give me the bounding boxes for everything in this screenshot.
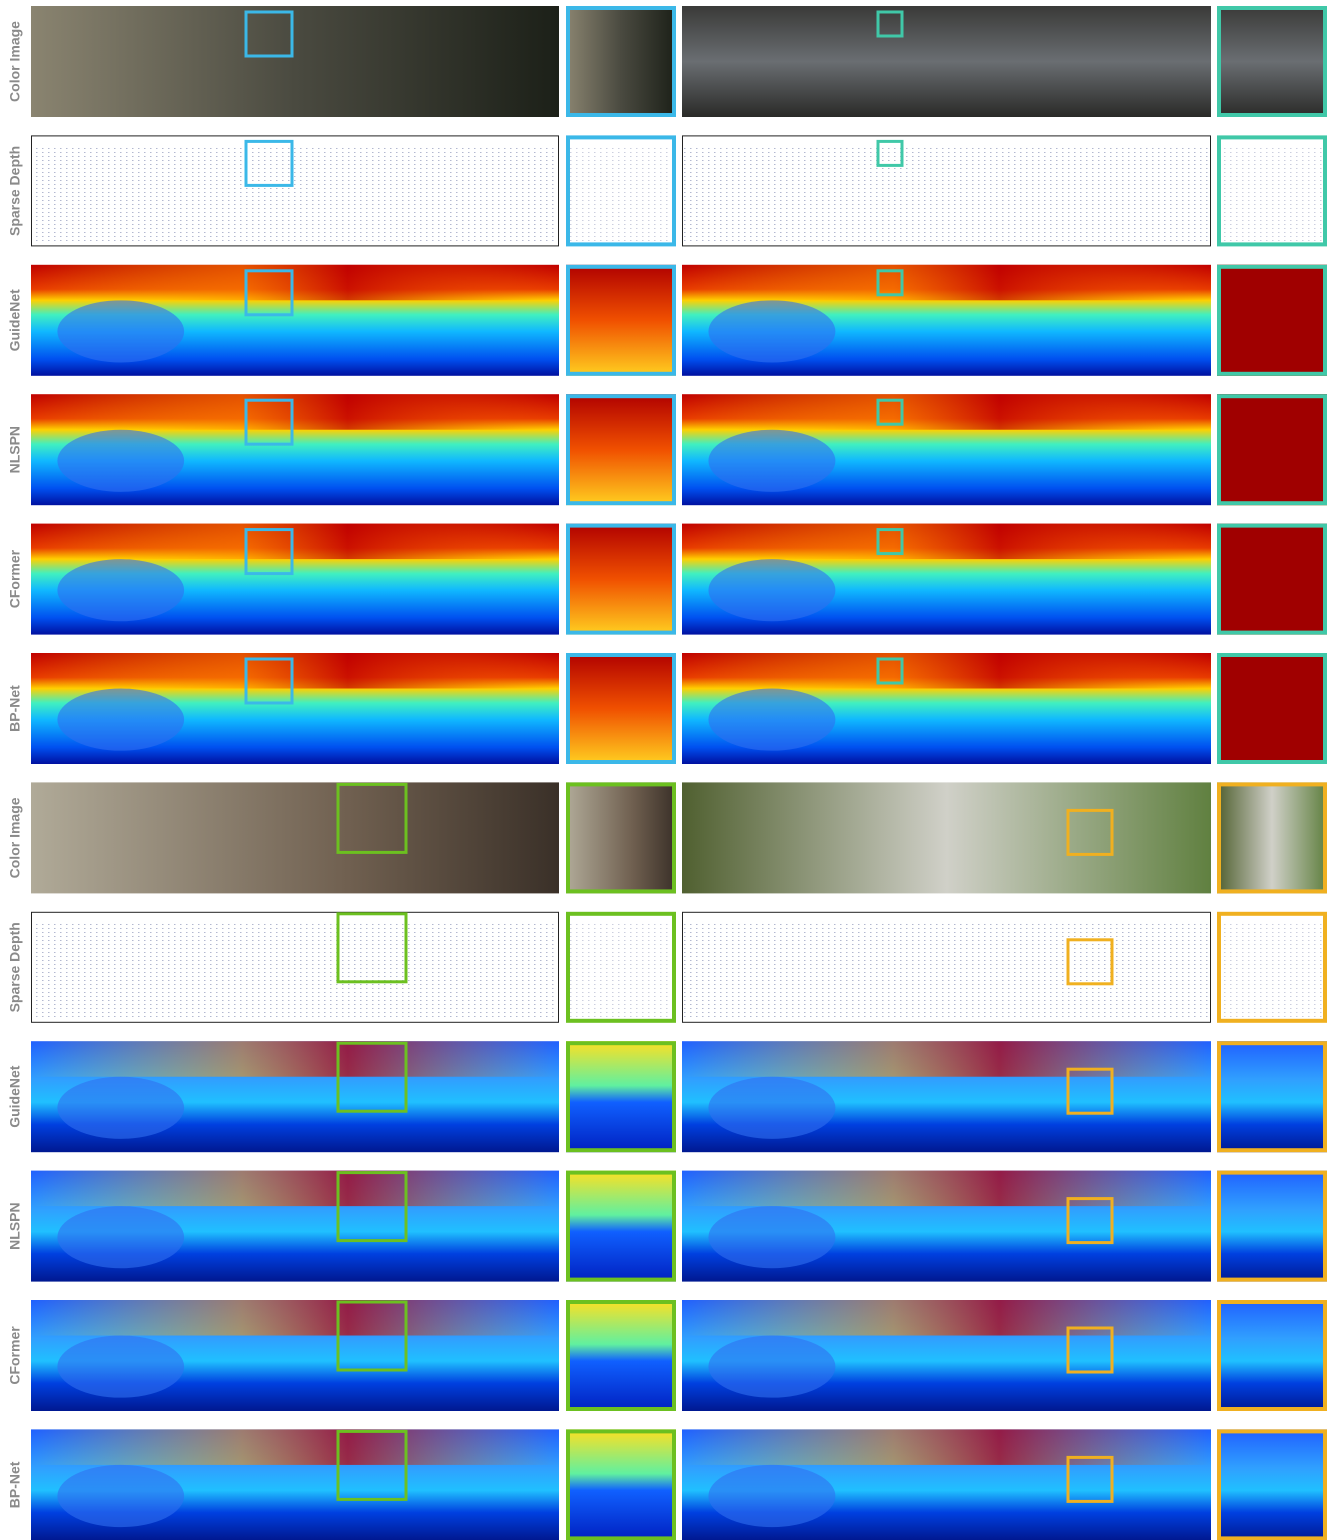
depth-detail xyxy=(682,1171,1211,1207)
crop-panel xyxy=(1217,6,1327,117)
sparse-points xyxy=(1219,924,1325,1019)
row-label: Sparse Depth xyxy=(7,922,23,1012)
row-label: CFormer xyxy=(7,1326,23,1385)
row-label: Color Image xyxy=(7,797,23,878)
row-label: BP-Net xyxy=(7,1461,23,1508)
sparse-points xyxy=(1219,147,1325,242)
crop-panel xyxy=(566,6,676,117)
crop-fill xyxy=(1217,394,1327,505)
crop-panel xyxy=(566,265,676,376)
depth-detail xyxy=(682,1429,1211,1465)
figure: Color Image Sparse Depth GuideNet NLSPN CFor… xyxy=(0,0,1335,1540)
image-panel xyxy=(31,782,559,893)
depth-object xyxy=(708,430,835,492)
crop-panel xyxy=(566,524,676,635)
crop-panel xyxy=(566,782,676,893)
image-panel xyxy=(31,6,559,117)
sparse-points xyxy=(568,924,674,1019)
depth-detail xyxy=(31,1429,559,1465)
depth-object xyxy=(57,1465,184,1527)
depth-object xyxy=(57,1077,184,1139)
sparse-points xyxy=(33,924,557,1019)
crop-panel xyxy=(566,1171,676,1282)
depth-detail xyxy=(682,1041,1211,1077)
depth-object xyxy=(708,300,835,362)
row-label: GuideNet xyxy=(7,1065,23,1128)
crop-panel xyxy=(566,1300,676,1411)
row-label: BP-Net xyxy=(7,685,23,732)
depth-object xyxy=(708,1336,835,1398)
crop-panel xyxy=(566,394,676,505)
crop-panel xyxy=(1217,1429,1327,1540)
crop-panel xyxy=(566,1041,676,1152)
depth-detail xyxy=(682,653,1211,689)
depth-detail xyxy=(682,265,1211,301)
sparse-points xyxy=(684,924,1209,1019)
image-panel xyxy=(682,6,1211,117)
row-label: Sparse Depth xyxy=(7,146,23,236)
depth-detail xyxy=(31,653,559,689)
depth-detail xyxy=(31,1041,559,1077)
sparse-points xyxy=(33,147,557,242)
crop-fill xyxy=(1217,524,1327,635)
depth-object xyxy=(708,1206,835,1268)
crop-panel xyxy=(1217,1041,1327,1152)
sparse-points xyxy=(684,147,1209,242)
crop-panel xyxy=(1217,1300,1327,1411)
depth-detail xyxy=(31,524,559,560)
depth-object xyxy=(57,1206,184,1268)
crop-panel xyxy=(1217,1171,1327,1282)
depth-object xyxy=(708,1465,835,1527)
crop-fill xyxy=(1217,653,1327,764)
depth-object xyxy=(708,559,835,621)
row-label: Color Image xyxy=(7,21,23,102)
depth-detail xyxy=(682,394,1211,430)
row-label: CFormer xyxy=(7,549,23,608)
crop-panel xyxy=(566,1429,676,1540)
crop-panel xyxy=(1217,782,1327,893)
depth-object xyxy=(57,300,184,362)
depth-detail xyxy=(682,524,1211,560)
crop-panel xyxy=(566,653,676,764)
crop-fill xyxy=(1217,265,1327,376)
row-label: GuideNet xyxy=(7,289,23,352)
depth-object xyxy=(57,689,184,751)
row-label: NLSPN xyxy=(7,426,23,473)
depth-object xyxy=(708,1077,835,1139)
depth-detail xyxy=(31,1171,559,1207)
row-label: NLSPN xyxy=(7,1202,23,1249)
depth-detail xyxy=(682,1300,1211,1336)
depth-detail xyxy=(31,394,559,430)
depth-object xyxy=(57,1336,184,1398)
image-panel xyxy=(682,782,1211,893)
depth-object xyxy=(57,559,184,621)
sparse-points xyxy=(568,147,674,242)
depth-object xyxy=(57,430,184,492)
depth-object xyxy=(708,689,835,751)
depth-detail xyxy=(31,265,559,301)
depth-detail xyxy=(31,1300,559,1336)
